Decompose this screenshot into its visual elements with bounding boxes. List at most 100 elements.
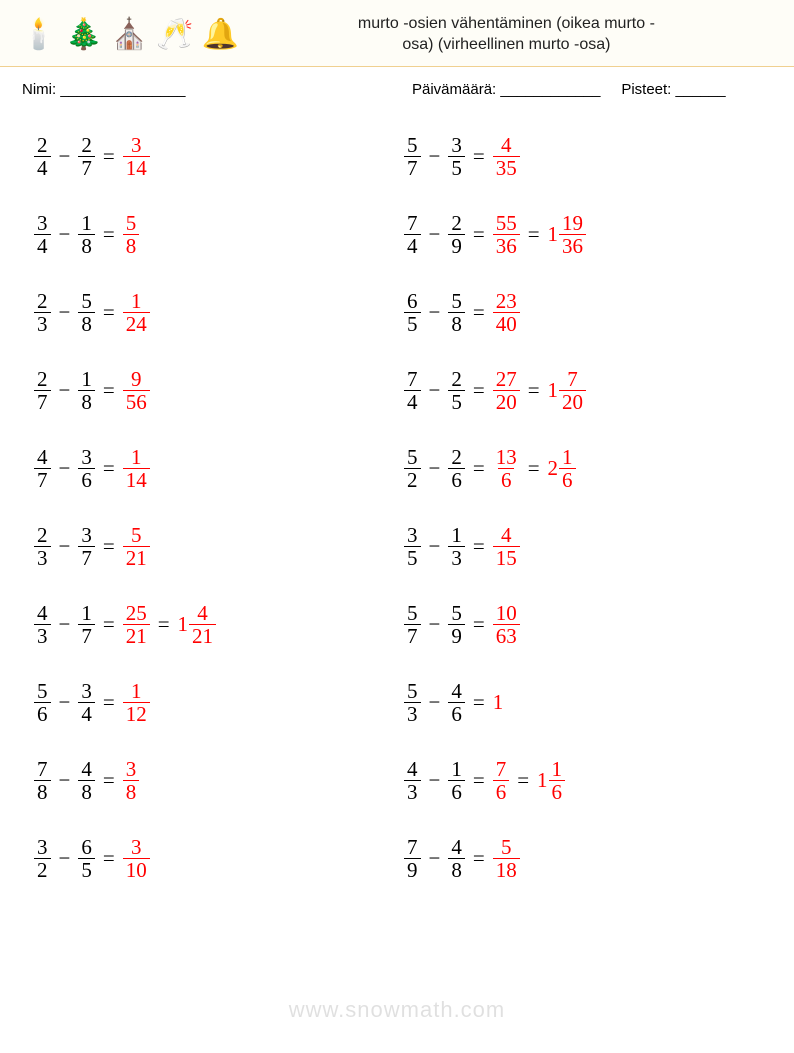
denominator: 8 — [78, 312, 95, 335]
equals-sign: = — [95, 222, 123, 247]
denominator: 36 — [559, 234, 586, 257]
fraction: 17 — [78, 602, 95, 647]
equals-sign: = — [465, 768, 493, 793]
denominator: 10 — [123, 858, 150, 881]
fraction: 27 — [34, 368, 51, 413]
fraction: 36 — [78, 446, 95, 491]
minus-sign: − — [51, 300, 79, 325]
denominator: 20 — [559, 390, 586, 413]
equals-sign: = — [465, 534, 493, 559]
fraction: 124 — [123, 290, 150, 335]
numerator: 1 — [128, 290, 145, 312]
denominator: 6 — [498, 468, 515, 491]
left-column: 24−27=31434−18=5823−58=12427−18=95647−36… — [34, 118, 404, 898]
fraction: 57 — [404, 134, 421, 179]
fraction: 435 — [493, 134, 520, 179]
fraction: 5536 — [493, 212, 520, 257]
denominator: 40 — [493, 312, 520, 335]
equals-sign: = — [520, 222, 548, 247]
fraction: 32 — [34, 836, 51, 881]
meta-row: Nimi: _______________ Päivämäärä: ______… — [0, 67, 794, 108]
answer-integer: 1 — [493, 690, 504, 715]
denominator: 7 — [78, 546, 95, 569]
bells-icon: 🔔 — [201, 20, 238, 50]
minus-sign: − — [51, 768, 79, 793]
equals-sign: = — [95, 690, 123, 715]
fraction: 48 — [78, 758, 95, 803]
denominator: 20 — [493, 390, 520, 413]
mixed-whole: 1 — [548, 222, 560, 247]
denominator: 6 — [448, 780, 465, 803]
denominator: 12 — [123, 702, 150, 725]
numerator: 3 — [128, 134, 145, 156]
denominator: 14 — [123, 468, 150, 491]
fraction: 310 — [123, 836, 150, 881]
equation-row: 34−18=58 — [34, 196, 404, 274]
denominator: 8 — [78, 390, 95, 413]
fraction: 2340 — [493, 290, 520, 335]
denominator: 5 — [404, 312, 421, 335]
numerator: 1 — [549, 758, 566, 780]
fraction: 13 — [448, 524, 465, 569]
equation-row: 35−13=415 — [404, 508, 774, 586]
toast-icon: 🥂 — [156, 20, 193, 50]
minus-sign: − — [421, 690, 449, 715]
numerator: 1 — [448, 758, 465, 780]
fraction: 47 — [34, 446, 51, 491]
numerator: 5 — [404, 602, 421, 624]
answer-mixed: 216 — [548, 446, 576, 491]
minus-sign: − — [421, 612, 449, 637]
minus-sign: − — [51, 690, 79, 715]
fraction: 35 — [404, 524, 421, 569]
equation-row: 57−59=1063 — [404, 586, 774, 664]
fraction: 18 — [78, 212, 95, 257]
minus-sign: − — [51, 846, 79, 871]
equation-row: 24−27=314 — [34, 118, 404, 196]
fraction: 58 — [78, 290, 95, 335]
numerator: 2 — [448, 212, 465, 234]
mixed-whole: 1 — [537, 768, 549, 793]
numerator: 3 — [123, 758, 140, 780]
denominator: 4 — [34, 156, 51, 179]
numerator: 5 — [448, 602, 465, 624]
fraction: 46 — [448, 680, 465, 725]
problems-area: 24−27=31434−18=5823−58=12427−18=95647−36… — [0, 108, 794, 898]
fraction: 136 — [493, 446, 520, 491]
denominator: 6 — [448, 702, 465, 725]
answer-mixed: 1720 — [548, 368, 587, 413]
equals-sign: = — [465, 456, 493, 481]
fraction: 65 — [78, 836, 95, 881]
fraction: 16 — [549, 758, 566, 803]
fraction: 2521 — [123, 602, 150, 647]
numerator: 3 — [448, 134, 465, 156]
fraction: 27 — [78, 134, 95, 179]
equation-row: 27−18=956 — [34, 352, 404, 430]
denominator: 56 — [123, 390, 150, 413]
numerator: 4 — [194, 602, 211, 624]
numerator: 3 — [34, 836, 51, 858]
equation-row: 74−29=5536=11936 — [404, 196, 774, 274]
denominator: 9 — [448, 234, 465, 257]
minus-sign: − — [51, 144, 79, 169]
fraction: 59 — [448, 602, 465, 647]
title-line-2: osa) (virheellinen murto -osa) — [402, 36, 610, 53]
fraction: 23 — [34, 524, 51, 569]
date-score: Päivämäärä: ____________ Pisteet: ______ — [412, 81, 772, 98]
denominator: 36 — [493, 234, 520, 257]
equation-row: 57−35=435 — [404, 118, 774, 196]
header-icons: 🕯️ 🎄 ⛪ 🥂 🔔 — [20, 20, 239, 50]
fraction: 1936 — [559, 212, 586, 257]
equation-row: 32−65=310 — [34, 820, 404, 898]
equals-sign: = — [95, 612, 123, 637]
fraction: 34 — [78, 680, 95, 725]
equals-sign: = — [465, 612, 493, 637]
numerator: 5 — [498, 836, 515, 858]
denominator: 3 — [448, 546, 465, 569]
fraction: 2720 — [493, 368, 520, 413]
fraction: 74 — [404, 212, 421, 257]
numerator: 1 — [559, 446, 576, 468]
equals-sign: = — [95, 768, 123, 793]
numerator: 4 — [404, 758, 421, 780]
denominator: 6 — [549, 780, 566, 803]
answer-mixed: 116 — [537, 758, 565, 803]
